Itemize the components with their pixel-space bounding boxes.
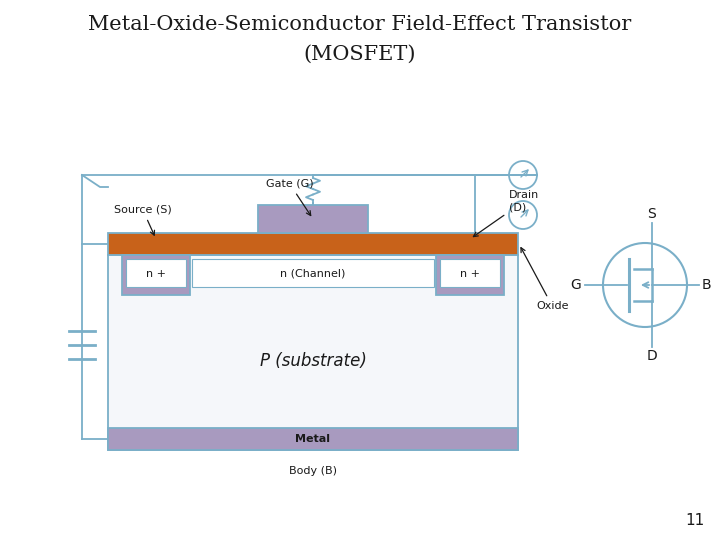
Bar [108, 233, 518, 255]
Text: Gate (G): Gate (G) [266, 179, 314, 215]
Bar [108, 255, 518, 450]
Text: P (substrate): P (substrate) [260, 353, 366, 370]
Text: Oxide: Oxide [521, 248, 569, 311]
Bar [440, 259, 500, 287]
Text: Drain
(D): Drain (D) [474, 191, 539, 237]
Text: Metal-Oxide-Semiconductor Field-Effect Transistor: Metal-Oxide-Semiconductor Field-Effect T… [89, 15, 631, 34]
Bar [192, 259, 434, 287]
Text: (MOSFET): (MOSFET) [304, 45, 416, 64]
Text: n +: n + [146, 269, 166, 279]
Text: Body (B): Body (B) [289, 466, 337, 476]
Bar [108, 428, 518, 450]
Bar [258, 205, 368, 233]
Text: D: D [647, 349, 657, 363]
Bar [436, 255, 504, 295]
Bar [126, 259, 186, 287]
Text: Source (S): Source (S) [114, 205, 172, 235]
Text: B: B [702, 278, 711, 292]
Text: Metal: Metal [295, 434, 330, 444]
Text: 11: 11 [685, 513, 705, 528]
Bar [122, 255, 190, 295]
Text: n (Channel): n (Channel) [280, 268, 346, 278]
Text: G: G [570, 278, 581, 292]
Text: S: S [647, 207, 657, 221]
Text: n +: n + [460, 269, 480, 279]
